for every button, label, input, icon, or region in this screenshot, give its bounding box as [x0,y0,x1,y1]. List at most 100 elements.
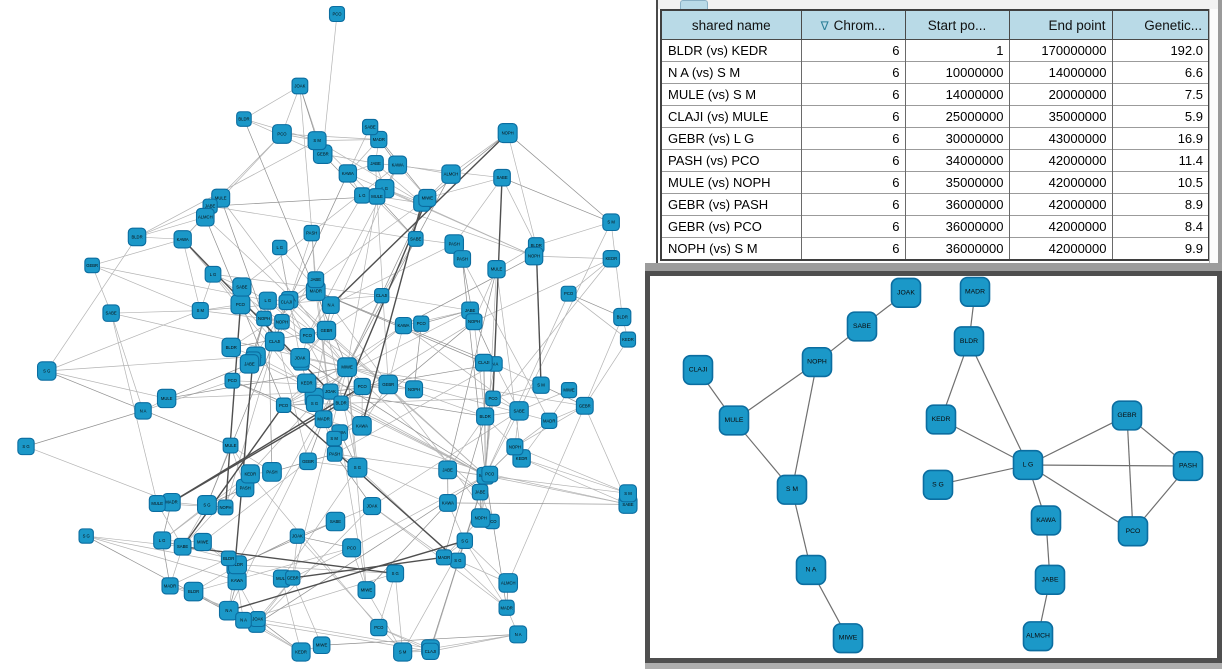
network-node[interactable]: PASH [326,445,343,462]
table-cell-start[interactable]: 36000000 [904,193,1010,216]
network-node[interactable]: PCO [413,315,430,332]
network-node[interactable]: S M [619,484,637,503]
table-cell-start[interactable]: 30000000 [904,127,1010,150]
network-node[interactable]: BLDR [333,395,349,411]
network-node[interactable]: GEBR [84,257,100,274]
table-cell-chrom[interactable]: 6 [800,39,906,62]
column-header-start[interactable]: Start po... [904,9,1010,40]
table-cell-genetic[interactable]: 192.0 [1111,39,1210,62]
network-node[interactable]: PCO [370,618,388,637]
table-row[interactable]: GEBR (vs) L G 6 30000000 43000000 16.9 [660,127,1210,150]
network-node[interactable]: MIWE [418,188,437,208]
network-node[interactable]: PCO [485,390,501,407]
network-node[interactable]: KAWA [352,416,372,436]
table-cell-genetic[interactable]: 6.6 [1111,61,1210,84]
network-node[interactable]: KEDR [296,373,317,393]
network-node[interactable]: NOPH [404,380,424,399]
network-node-LG[interactable]: L G [1012,449,1044,481]
table-cell-end[interactable]: 14000000 [1008,61,1113,84]
network-node[interactable]: SABE [493,168,511,187]
network-node[interactable]: S M [307,131,327,151]
network-node[interactable]: N A [218,600,239,621]
network-node[interactable]: NOPH [497,123,518,144]
network-node[interactable]: S G [36,361,57,381]
table-cell-start[interactable]: 25000000 [904,105,1010,128]
table-cell-end[interactable]: 43000000 [1008,127,1113,150]
network-node[interactable]: GEBR [316,320,337,341]
network-node-CLAJI[interactable]: CLAJI [682,354,714,386]
network-node[interactable]: JOAK [291,77,309,95]
subnetwork-canvas[interactable]: JOAK SABE NOPH CLAJI MULE S M N A MIWE MADR BLDR K… [650,276,1217,658]
network-node[interactable]: MIWE [357,581,376,599]
network-node[interactable]: KEDR [602,250,621,268]
network-node[interactable]: NOPH [470,508,491,528]
table-cell-chrom[interactable]: 6 [800,105,906,128]
network-node[interactable]: JABE [367,154,384,172]
table-cell-end[interactable]: 35000000 [1008,105,1113,128]
network-node[interactable]: PASH [453,250,472,268]
network-node[interactable]: GEBR [378,374,399,395]
network-node[interactable]: MULE [222,437,239,454]
network-node[interactable]: L G [258,291,277,310]
table-cell-start[interactable]: 36000000 [904,215,1010,238]
network-node-MADR[interactable]: MADR [959,276,991,307]
network-node-SG[interactable]: S G [922,469,954,500]
table-row[interactable]: MULE (vs) S M 6 14000000 20000000 7.5 [660,83,1210,106]
network-node[interactable]: ALMCH [195,207,215,227]
table-row[interactable]: CLAJI (vs) MULE 6 25000000 35000000 5.9 [660,105,1210,128]
network-node[interactable]: MADR [541,412,558,429]
table-cell-shared[interactable]: MULE (vs) S M [660,83,802,106]
network-node[interactable]: CLAJI [474,353,493,372]
network-node[interactable]: S M [191,302,209,320]
network-node[interactable]: PCO [224,372,241,389]
network-node[interactable]: JOAK [249,611,266,628]
network-node[interactable]: L G [272,239,288,256]
table-cell-end[interactable]: 42000000 [1008,171,1113,194]
table-cell-genetic[interactable]: 10.5 [1111,171,1210,194]
network-node-JABE[interactable]: JABE [1034,564,1066,595]
panel-splitter[interactable] [645,263,1222,271]
network-node[interactable]: GEBR [575,396,594,415]
network-node[interactable]: BLDR [236,111,252,127]
network-node[interactable]: MADR [435,549,453,566]
network-node-KEDR[interactable]: KEDR [925,404,957,435]
table-row[interactable]: NOPH (vs) S M 6 36000000 42000000 9.9 [660,237,1210,260]
network-node-SABE[interactable]: SABE [846,311,878,342]
table-cell-genetic[interactable]: 7.5 [1111,83,1210,106]
table-row[interactable]: BLDR (vs) KEDR 6 1 170000000 192.0 [660,39,1210,62]
network-node[interactable]: NOPH [217,499,234,516]
network-node[interactable]: N A [322,296,340,314]
table-cell-shared[interactable]: PASH (vs) PCO [660,149,802,172]
table-row[interactable]: GEBR (vs) PCO 6 36000000 42000000 8.4 [660,215,1210,238]
table-cell-start[interactable]: 1 [904,39,1010,62]
network-node[interactable]: JABE [438,460,458,480]
table-cell-chrom[interactable]: 6 [800,83,906,106]
network-node-SM[interactable]: S M [776,474,808,505]
table-cell-shared[interactable]: BLDR (vs) KEDR [660,39,802,62]
main-network-canvas[interactable]: PCO KAWA KAWA S G PCO PCO PCO NOPH ALMCH PCO PCO S … [0,0,645,669]
network-node[interactable]: SABE [407,231,424,247]
network-node[interactable]: MULE [156,388,177,409]
network-node[interactable]: S M [532,376,550,394]
network-node[interactable]: SABE [232,277,252,297]
table-cell-shared[interactable]: N A (vs) S M [660,61,802,84]
network-node[interactable]: NOPH [465,313,483,331]
network-node[interactable]: MADR [314,410,333,429]
network-node[interactable]: PCO [230,294,251,315]
network-node[interactable]: BLDR [476,407,495,426]
column-header-chrom[interactable]: ∇ Chrom... [800,9,906,40]
network-node[interactable]: BLDR [127,227,147,247]
network-node[interactable]: MULE [148,495,166,513]
network-node[interactable]: SABE [102,304,120,322]
network-node[interactable]: S G [78,528,94,544]
network-node[interactable]: MIWE [560,382,578,399]
network-node[interactable]: PCO [342,538,362,558]
table-cell-end[interactable]: 42000000 [1008,193,1113,216]
table-cell-end[interactable]: 170000000 [1008,39,1113,62]
network-node-KAWA[interactable]: KAWA [1030,505,1062,536]
network-node[interactable]: GEBR [299,452,317,471]
network-node[interactable]: BLDR [220,550,237,567]
network-node[interactable]: JABE [471,483,489,501]
network-node[interactable]: KAWA [173,230,192,249]
network-node[interactable]: ALMCH [498,573,519,593]
